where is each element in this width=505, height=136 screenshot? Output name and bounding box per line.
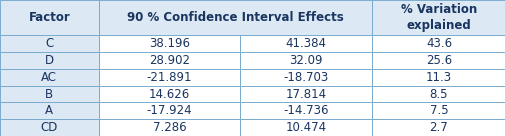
Text: 8.5: 8.5 <box>429 88 447 101</box>
Text: % Variation
explained: % Variation explained <box>400 3 476 32</box>
Bar <box>0 119 98 136</box>
Bar <box>371 35 505 52</box>
Bar <box>371 69 505 86</box>
Bar <box>371 86 505 102</box>
Bar <box>240 119 371 136</box>
Bar <box>240 35 371 52</box>
Text: 38.196: 38.196 <box>148 37 190 50</box>
Bar <box>0 0 98 35</box>
Bar <box>98 86 240 102</box>
Bar <box>98 102 240 119</box>
Bar <box>240 69 371 86</box>
Bar <box>0 35 98 52</box>
Text: D: D <box>44 54 54 67</box>
Bar <box>98 52 240 69</box>
Text: 25.6: 25.6 <box>425 54 451 67</box>
Text: 90 % Confidence Interval Effects: 90 % Confidence Interval Effects <box>127 11 343 24</box>
Bar <box>371 102 505 119</box>
Text: CD: CD <box>40 121 58 134</box>
Bar <box>371 0 505 35</box>
Text: -21.891: -21.891 <box>146 71 192 84</box>
Bar <box>0 52 98 69</box>
Text: 11.3: 11.3 <box>425 71 451 84</box>
Bar <box>371 119 505 136</box>
Text: 2.7: 2.7 <box>429 121 447 134</box>
Bar <box>98 69 240 86</box>
Text: C: C <box>45 37 54 50</box>
Text: 7.286: 7.286 <box>153 121 186 134</box>
Bar <box>240 102 371 119</box>
Text: AC: AC <box>41 71 57 84</box>
Bar <box>371 52 505 69</box>
Bar <box>240 86 371 102</box>
Text: 43.6: 43.6 <box>425 37 451 50</box>
Text: 17.814: 17.814 <box>285 88 326 101</box>
Text: -18.703: -18.703 <box>283 71 328 84</box>
Bar <box>0 69 98 86</box>
Text: 32.09: 32.09 <box>289 54 322 67</box>
Text: 14.626: 14.626 <box>148 88 190 101</box>
Bar <box>0 102 98 119</box>
Bar <box>98 0 371 35</box>
Text: A: A <box>45 104 53 117</box>
Text: 10.474: 10.474 <box>285 121 326 134</box>
Text: Factor: Factor <box>28 11 70 24</box>
Bar <box>98 119 240 136</box>
Bar <box>240 52 371 69</box>
Bar <box>0 86 98 102</box>
Text: 7.5: 7.5 <box>429 104 447 117</box>
Text: -14.736: -14.736 <box>283 104 328 117</box>
Text: B: B <box>45 88 54 101</box>
Text: 28.902: 28.902 <box>148 54 190 67</box>
Bar <box>98 35 240 52</box>
Text: -17.924: -17.924 <box>146 104 192 117</box>
Text: 41.384: 41.384 <box>285 37 326 50</box>
